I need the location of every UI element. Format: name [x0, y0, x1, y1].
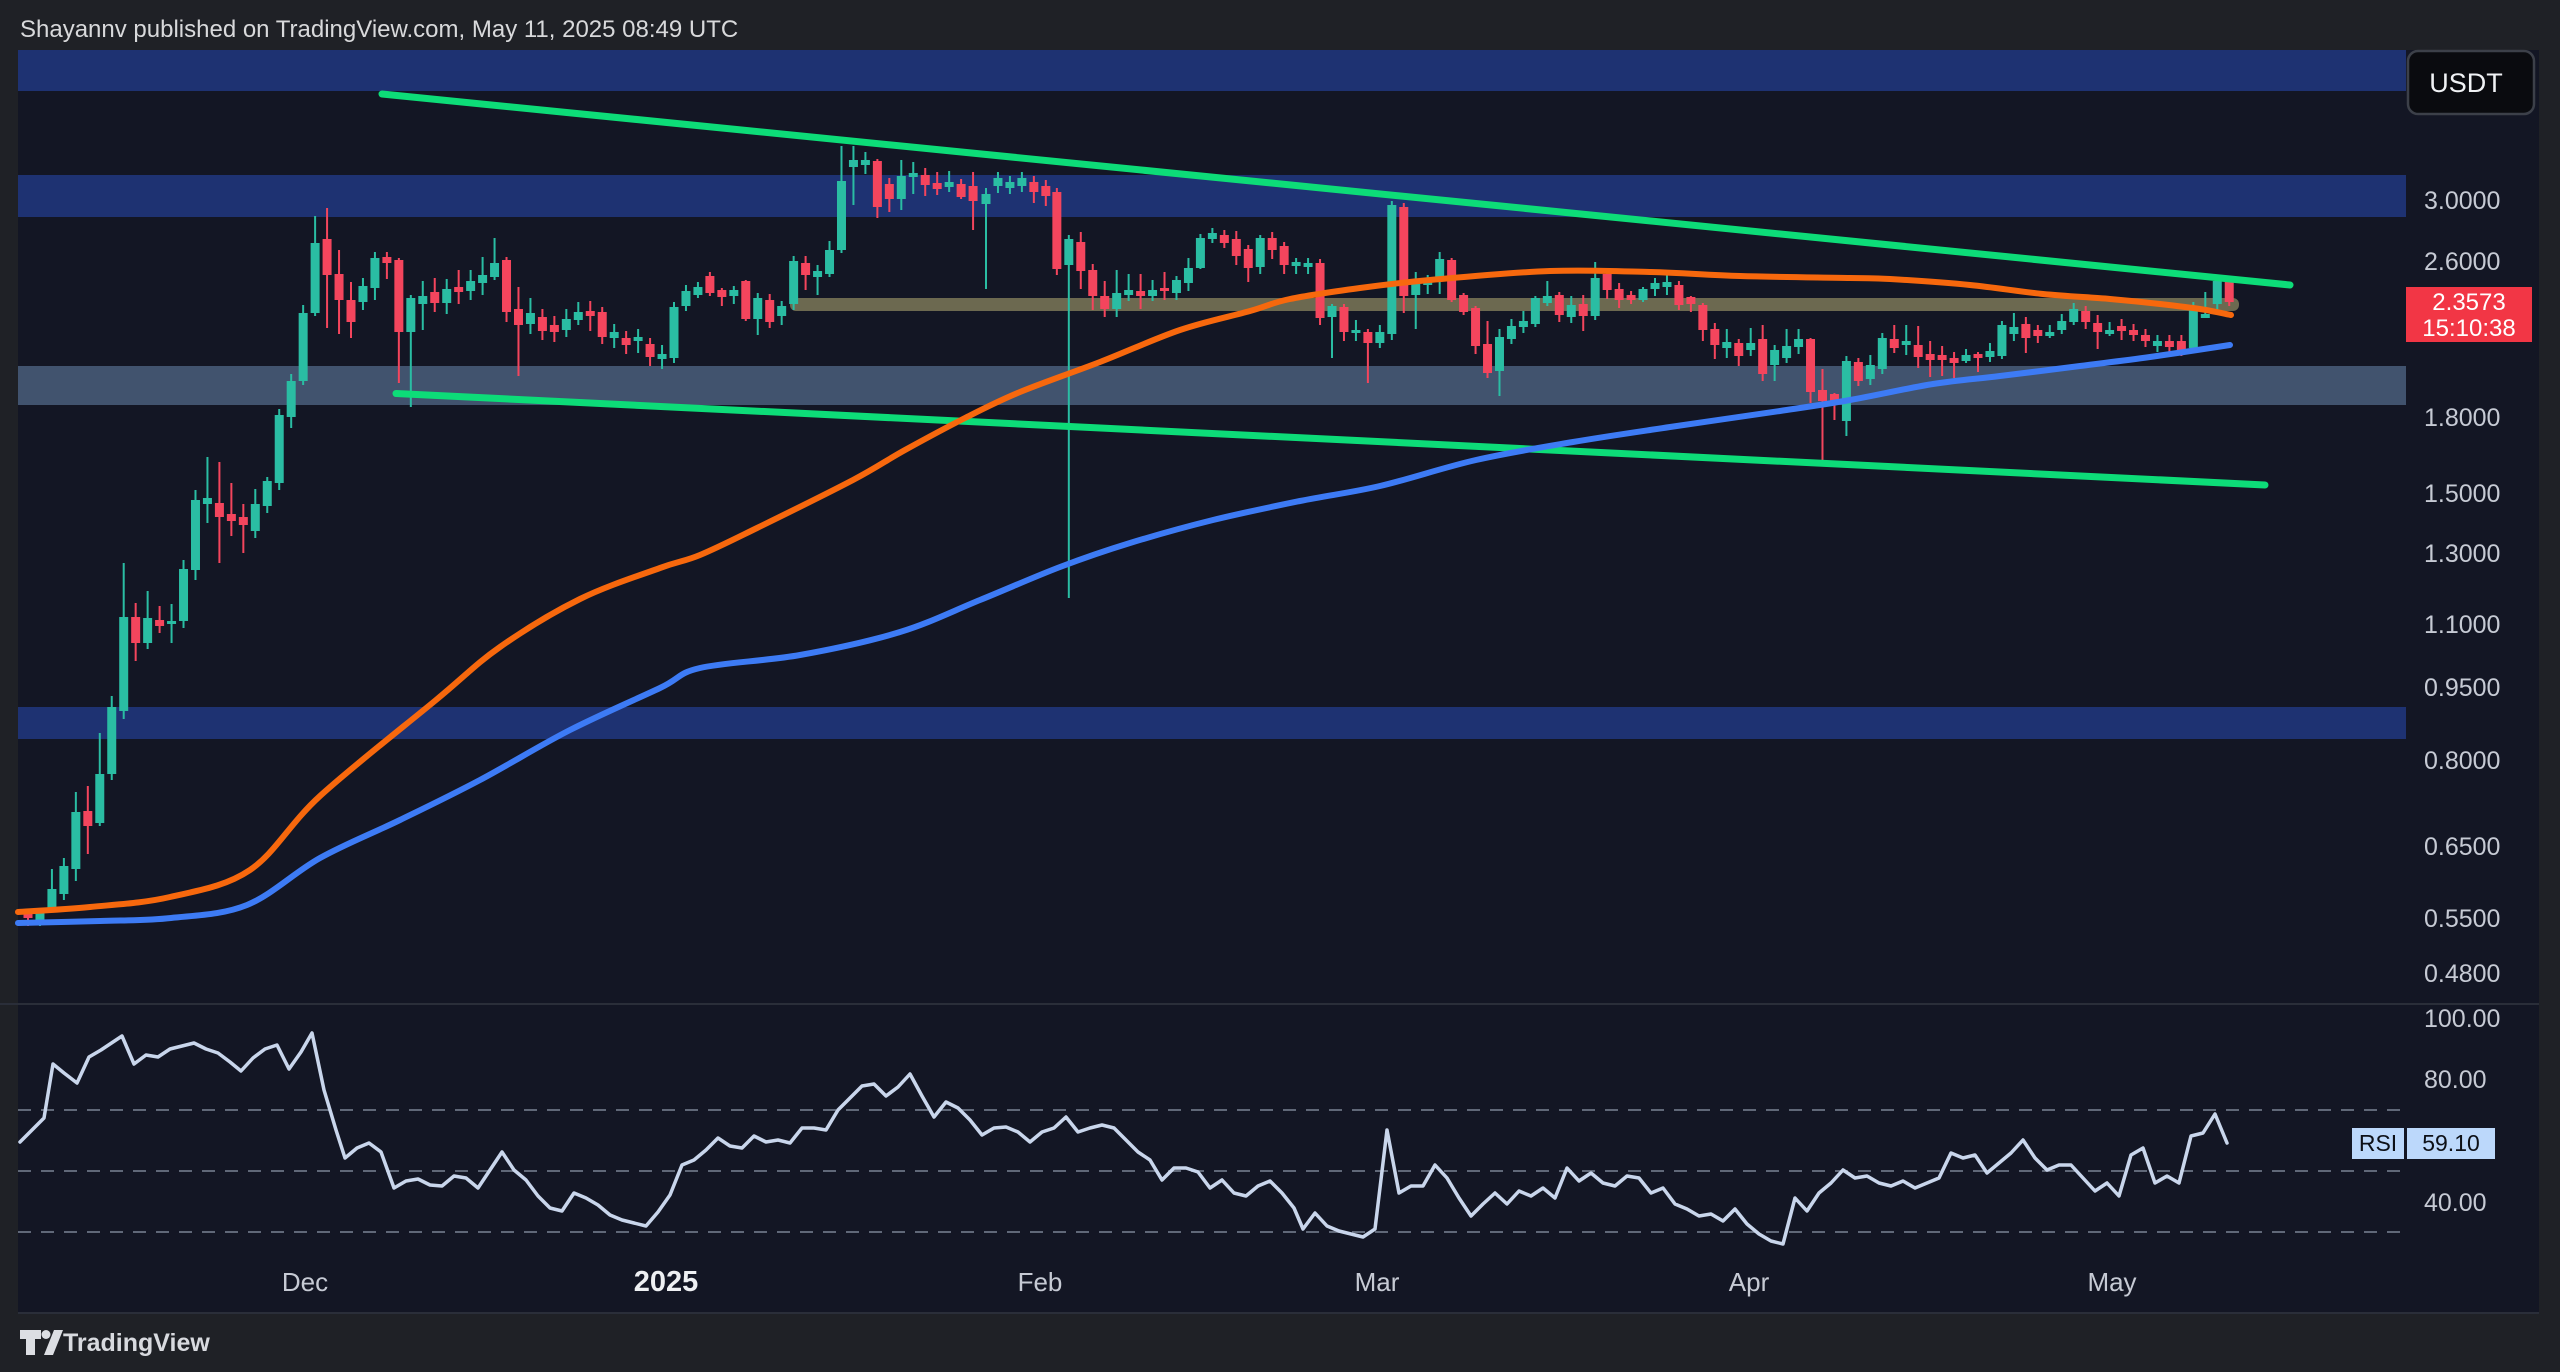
svg-text:0.5500: 0.5500 [2424, 905, 2500, 933]
svg-text:59.10: 59.10 [2422, 1130, 2480, 1156]
svg-text:RSI: RSI [2359, 1130, 2397, 1156]
svg-text:0.4800: 0.4800 [2424, 960, 2500, 988]
svg-text:80.00: 80.00 [2424, 1066, 2487, 1094]
svg-text:USDT: USDT [2429, 68, 2503, 98]
svg-text:Mar: Mar [1355, 1267, 1400, 1297]
svg-text:100.00: 100.00 [2424, 1005, 2500, 1033]
svg-text:1.3000: 1.3000 [2424, 540, 2500, 568]
svg-text:Dec: Dec [282, 1267, 328, 1297]
svg-text:Feb: Feb [1018, 1267, 1063, 1297]
svg-text:1.5000: 1.5000 [2424, 480, 2500, 508]
svg-text:Apr: Apr [1729, 1267, 1770, 1297]
svg-text:0.8000: 0.8000 [2424, 747, 2500, 775]
svg-text:0.6500: 0.6500 [2424, 833, 2500, 861]
svg-text:3.0000: 3.0000 [2424, 187, 2500, 215]
svg-text:May: May [2087, 1267, 2136, 1297]
svg-text:1.8000: 1.8000 [2424, 404, 2500, 432]
svg-text:Shayannv published on TradingV: Shayannv published on TradingView.com, M… [20, 16, 738, 43]
svg-text:15:10:38: 15:10:38 [2422, 315, 2515, 342]
svg-text:2.3573: 2.3573 [2432, 289, 2505, 316]
svg-text:TradingView: TradingView [63, 1329, 210, 1357]
svg-text:40.00: 40.00 [2424, 1189, 2487, 1217]
svg-text:0.9500: 0.9500 [2424, 674, 2500, 702]
svg-text:2.6000: 2.6000 [2424, 248, 2500, 276]
svg-text:1.1000: 1.1000 [2424, 611, 2500, 639]
svg-text:2025: 2025 [634, 1266, 699, 1298]
